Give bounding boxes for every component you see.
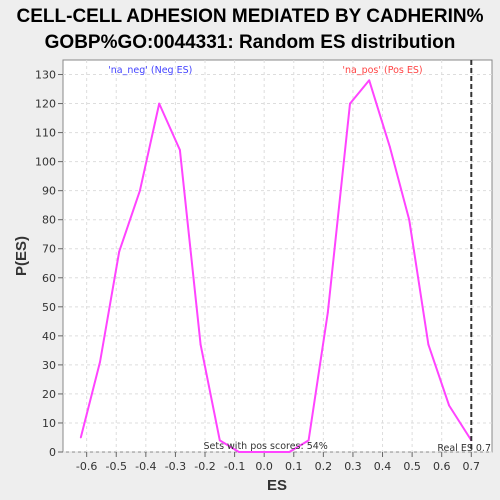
x-tick-label: -0.4 (135, 460, 156, 473)
series-layer (79, 79, 473, 453)
x-tick-label: 0.3 (344, 460, 362, 473)
data-point (307, 439, 310, 442)
data-point (139, 189, 141, 192)
sets-pos-scores-label: Sets with pos scores: 54% (203, 441, 327, 452)
plot-area (62, 59, 493, 453)
x-tick-label: -0.3 (165, 460, 186, 473)
y-tick-label: 110 (35, 127, 56, 140)
data-point (218, 439, 221, 442)
y-axis-title: P(ES) (13, 236, 30, 276)
x-axis-title: ES (267, 477, 287, 494)
x-tick-label: 0.7 (463, 460, 481, 473)
data-point (238, 451, 240, 453)
y-tick-label: 10 (42, 417, 56, 430)
axis-ticks: -0.6 -0.5 -0.4 -0.3 -0.2 -0.1 0.0 0.1 0.2 0.3 0.4 0… (35, 69, 480, 473)
y-tick-label: 100 (35, 156, 56, 169)
data-point (349, 102, 351, 105)
chart-title-line-1: CELL-CELL ADHESION MEDIATED BY CADHERIN% (17, 6, 484, 27)
x-tick-label: 0.6 (433, 460, 451, 473)
data-point (118, 250, 121, 253)
chart-title-line-2: GOBP%GO:0044331: Random ES distribution (45, 32, 456, 53)
data-point (326, 311, 329, 314)
x-tick-label: -0.1 (224, 460, 245, 473)
x-tick-label: -0.5 (106, 460, 127, 473)
x-tick-label: 0.5 (403, 460, 421, 473)
y-tick-label: 30 (42, 359, 56, 372)
grid-lines (63, 60, 492, 453)
data-point (99, 361, 101, 363)
data-point (158, 102, 161, 105)
data-point (288, 451, 291, 453)
y-tick-label: 80 (42, 214, 56, 227)
real-es-label: Real ES 0.7 (437, 443, 491, 454)
y-tick-label: 60 (42, 272, 56, 285)
neg-es-label: 'na_neg' (Neg ES) (108, 65, 192, 76)
x-tick-label: 0.0 (255, 460, 273, 473)
data-point (79, 436, 82, 439)
x-tick-label: 0.2 (315, 460, 333, 473)
data-point (389, 146, 391, 149)
y-tick-label: 20 (42, 388, 56, 401)
y-tick-label: 130 (35, 69, 56, 82)
data-point (448, 404, 450, 407)
data-point (199, 343, 202, 346)
y-tick-label: 50 (42, 301, 56, 314)
data-point (178, 149, 181, 151)
y-tick-label: 0 (49, 446, 56, 459)
y-tick-label: 70 (42, 243, 56, 256)
x-tick-label: 0.4 (374, 460, 392, 473)
y-tick-label: 120 (35, 98, 56, 111)
x-tick-label: -0.6 (76, 460, 97, 473)
x-tick-label: -0.2 (194, 460, 215, 473)
data-point (368, 79, 371, 82)
data-point (408, 218, 411, 221)
data-point (427, 343, 430, 346)
x-tick-label: 0.1 (285, 460, 303, 473)
pos-es-label: 'na_pos' (Pos ES) (342, 65, 422, 76)
y-tick-label: 40 (42, 330, 56, 343)
y-tick-label: 90 (42, 185, 56, 198)
